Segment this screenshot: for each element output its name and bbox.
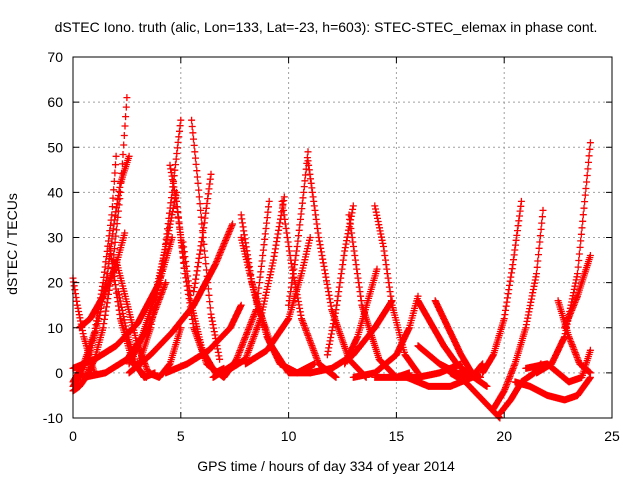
series-arc-23 [209, 197, 273, 381]
marker-plus [479, 197, 525, 377]
x-tick-label: 10 [281, 428, 297, 444]
series-arc-39 [479, 197, 525, 377]
series-arc-35 [414, 297, 471, 377]
x-tick-label: 5 [177, 428, 185, 444]
y-tick-label: 10 [47, 320, 63, 336]
marker-plus [371, 202, 422, 377]
marker-plus [242, 234, 314, 368]
data-points [69, 94, 594, 422]
x-tick-label: 25 [604, 428, 620, 444]
series-arc-25 [242, 234, 314, 368]
series-arc-18 [125, 220, 236, 377]
x-tick-label: 0 [69, 428, 77, 444]
marker-plus [112, 256, 185, 381]
series-arc-32 [371, 202, 422, 377]
series-arc-13 [112, 256, 185, 381]
marker-plus [511, 373, 594, 404]
y-tick-label: 50 [47, 139, 63, 155]
series-arc-46 [522, 346, 594, 386]
marker-plus [341, 265, 381, 368]
series-arc-31 [341, 265, 381, 368]
marker-plus [489, 206, 547, 413]
series-arc-40 [489, 206, 547, 413]
series-arc-17 [190, 170, 215, 296]
marker-plus [561, 252, 594, 332]
marker-plus [162, 301, 245, 377]
marker-plus [190, 170, 215, 296]
y-tick-label: 0 [55, 365, 63, 381]
series-arc-42 [511, 373, 594, 404]
chart-title: dSTEC Iono. truth (alic, Lon=133, Lat=-2… [55, 19, 598, 35]
marker-plus [414, 297, 471, 377]
series-arc-19 [162, 301, 245, 377]
y-tick-label: 40 [47, 184, 63, 200]
series-arc-33 [349, 292, 422, 381]
series-arc-47 [414, 342, 491, 390]
y-tick-label: 60 [47, 94, 63, 110]
series-arc-11 [80, 279, 170, 381]
y-tick-label: 30 [47, 230, 63, 246]
x-tick-label: 20 [496, 428, 512, 444]
x-axis-label: GPS time / hours of day 334 of year 2014 [197, 458, 455, 474]
marker-plus [80, 279, 170, 381]
y-tick-label: 20 [47, 275, 63, 291]
y-tick-label: -10 [43, 410, 63, 426]
axis-ticks: 0 5 10 15 20 25 -10 0 10 20 30 40 50 60 70 [43, 49, 620, 444]
marker-plus [349, 292, 422, 381]
x-tick-label: 15 [389, 428, 405, 444]
marker-plus [209, 197, 273, 381]
marker-plus [414, 342, 491, 390]
y-tick-label: 70 [47, 49, 63, 65]
y-axis-label: dSTEC / TECUs [4, 193, 20, 295]
series-arc-45 [561, 252, 594, 332]
marker-plus [125, 220, 236, 377]
marker-plus [522, 346, 594, 386]
